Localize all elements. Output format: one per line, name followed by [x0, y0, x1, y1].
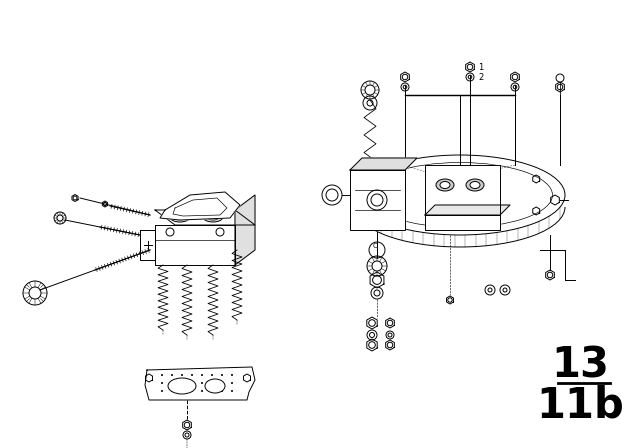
Circle shape: [367, 256, 387, 276]
Polygon shape: [350, 170, 405, 230]
Polygon shape: [145, 367, 255, 400]
Circle shape: [23, 281, 47, 305]
Polygon shape: [160, 192, 240, 220]
Circle shape: [201, 382, 203, 384]
Polygon shape: [140, 230, 155, 260]
Circle shape: [231, 382, 233, 384]
Polygon shape: [235, 195, 255, 265]
Ellipse shape: [470, 181, 480, 189]
Circle shape: [322, 185, 342, 205]
Ellipse shape: [203, 212, 223, 222]
Circle shape: [221, 390, 223, 392]
Circle shape: [181, 382, 183, 384]
Circle shape: [231, 374, 233, 376]
Ellipse shape: [168, 378, 196, 394]
Ellipse shape: [355, 155, 565, 235]
Circle shape: [191, 374, 193, 376]
Circle shape: [201, 390, 203, 392]
Circle shape: [191, 382, 193, 384]
Circle shape: [161, 374, 163, 376]
Ellipse shape: [207, 214, 219, 220]
Polygon shape: [350, 158, 417, 170]
Circle shape: [54, 212, 66, 224]
Ellipse shape: [205, 379, 225, 393]
Circle shape: [211, 374, 213, 376]
Polygon shape: [425, 165, 500, 215]
Ellipse shape: [170, 212, 190, 222]
Circle shape: [171, 390, 173, 392]
Circle shape: [181, 374, 183, 376]
Circle shape: [361, 81, 379, 99]
Circle shape: [221, 382, 223, 384]
Circle shape: [171, 382, 173, 384]
Circle shape: [211, 390, 213, 392]
Circle shape: [211, 382, 213, 384]
Text: 11b: 11b: [536, 384, 624, 426]
Polygon shape: [425, 205, 510, 215]
Ellipse shape: [440, 181, 450, 189]
Circle shape: [191, 390, 193, 392]
Circle shape: [181, 390, 183, 392]
Circle shape: [201, 374, 203, 376]
Ellipse shape: [436, 179, 454, 191]
Polygon shape: [155, 210, 255, 225]
Ellipse shape: [174, 214, 186, 220]
Circle shape: [161, 390, 163, 392]
Circle shape: [161, 382, 163, 384]
Text: C: C: [373, 243, 378, 249]
Polygon shape: [425, 215, 500, 230]
Circle shape: [556, 74, 564, 82]
Circle shape: [231, 390, 233, 392]
Circle shape: [171, 374, 173, 376]
Ellipse shape: [466, 179, 484, 191]
Text: 1: 1: [478, 63, 483, 72]
Polygon shape: [155, 225, 235, 265]
Text: 13: 13: [551, 344, 609, 386]
Circle shape: [221, 374, 223, 376]
Text: 2: 2: [478, 73, 483, 82]
